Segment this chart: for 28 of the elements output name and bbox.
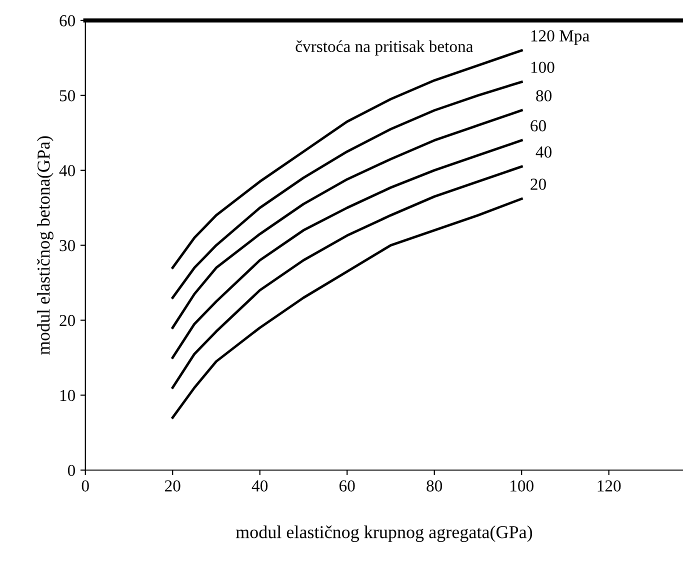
x-tick-label: 40 xyxy=(252,480,268,492)
x-tick-label: 100 xyxy=(510,480,534,492)
x-tick-label: 60 xyxy=(339,480,355,492)
x-tick-label: 0 xyxy=(82,480,89,492)
y-axis-title: modul elastičnog betona(GPa) xyxy=(36,136,54,355)
series-label: 60 xyxy=(530,120,546,132)
series-label: 100 xyxy=(531,62,554,73)
y-tick-label: 40 xyxy=(59,165,76,176)
line-series xyxy=(171,139,523,359)
y-tick-label: 0 xyxy=(68,464,76,476)
y-tick-label: 60 xyxy=(60,15,76,26)
line-series xyxy=(171,198,523,419)
x-axis-title: modul elastičnog krupnog agregata(GPa) xyxy=(236,526,532,542)
y-tick-label: 10 xyxy=(60,390,76,402)
y-tick-label: 20 xyxy=(60,314,76,326)
series-label: 20 xyxy=(530,178,546,190)
x-tick-label: 80 xyxy=(426,480,442,492)
y-tick-label: 30 xyxy=(60,240,76,252)
line-series xyxy=(171,109,523,329)
y-tick-label: 50 xyxy=(60,90,76,102)
x-tick-label: 20 xyxy=(165,480,180,492)
line-series xyxy=(171,165,523,389)
x-tick-label: 120 xyxy=(598,480,621,492)
series-label: 40 xyxy=(536,146,552,158)
series-label: 120 Mpa xyxy=(531,30,590,45)
series-label: 80 xyxy=(536,90,552,102)
legend-title: čvrstoća na pritisak betona xyxy=(296,40,474,56)
line-series xyxy=(171,80,523,299)
